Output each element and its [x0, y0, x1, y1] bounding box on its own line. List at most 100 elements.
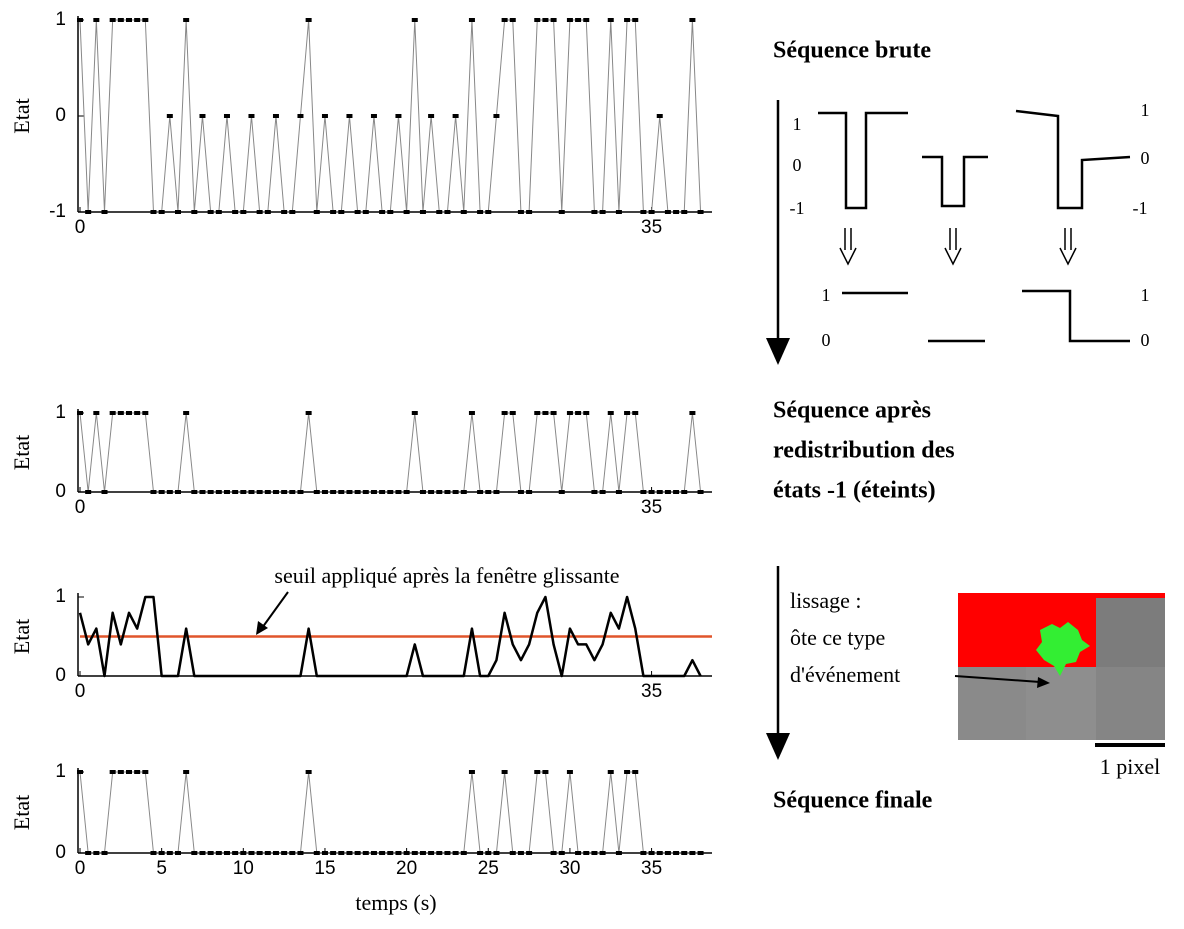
data-point — [370, 490, 377, 494]
data-point — [526, 490, 533, 494]
example-step — [1022, 289, 1130, 343]
data-point — [468, 770, 475, 774]
data-point — [452, 114, 459, 118]
data-point — [281, 851, 288, 855]
data-point — [640, 210, 647, 214]
data-point — [664, 210, 671, 214]
data-point — [517, 490, 524, 494]
data-point — [125, 770, 132, 774]
data-point — [297, 490, 304, 494]
data-point — [624, 411, 631, 415]
data-point — [370, 851, 377, 855]
data-point — [215, 490, 222, 494]
data-point — [436, 851, 443, 855]
y-axis-label: Etat — [9, 435, 34, 470]
data-point — [566, 18, 573, 22]
arrow-head — [1037, 677, 1050, 688]
data-point — [403, 490, 410, 494]
arrow-head — [766, 733, 790, 760]
data-point — [174, 210, 181, 214]
data-point — [624, 18, 631, 22]
data-point — [321, 114, 328, 118]
data-point — [330, 490, 337, 494]
data-point — [379, 210, 386, 214]
data-point — [362, 210, 369, 214]
data-point — [77, 18, 83, 22]
data-point — [575, 18, 582, 22]
data-point — [485, 490, 492, 494]
data-point — [289, 851, 296, 855]
data-point — [640, 851, 647, 855]
data-point — [656, 114, 663, 118]
data-point — [77, 411, 83, 415]
data-point — [689, 18, 696, 22]
data-point — [93, 851, 100, 855]
x-tick-label: 10 — [233, 858, 254, 879]
data-point — [232, 210, 239, 214]
data-point — [681, 490, 688, 494]
data-point — [501, 18, 508, 22]
x-tick-label: 15 — [314, 858, 335, 879]
data-point — [509, 851, 516, 855]
x-tick-label: 0 — [75, 497, 86, 518]
example-label: -1 — [790, 198, 805, 218]
data-point — [395, 114, 402, 118]
y-tick-label: 0 — [55, 665, 66, 686]
arrow-head — [256, 621, 268, 635]
data-point — [174, 851, 181, 855]
data-point — [542, 18, 549, 22]
x-tick-label: 35 — [641, 858, 662, 879]
data-point — [305, 411, 312, 415]
data-point — [411, 411, 418, 415]
y-tick-label: 1 — [55, 586, 66, 607]
data-point — [264, 851, 271, 855]
data-point — [460, 851, 467, 855]
data-point — [240, 490, 247, 494]
example-label: 0 — [1141, 330, 1150, 350]
data-point — [330, 851, 337, 855]
y-tick-label: 0 — [55, 481, 66, 502]
data-point — [517, 851, 524, 855]
data-point — [362, 851, 369, 855]
panel-title: redistribution des — [773, 438, 955, 464]
data-point — [330, 210, 337, 214]
data-point — [591, 210, 598, 214]
example-label: 1 — [793, 114, 802, 134]
note: ôte ce type — [790, 625, 885, 650]
data-point — [501, 411, 508, 415]
data-point — [313, 490, 320, 494]
data-point — [134, 411, 141, 415]
data-point — [134, 770, 141, 774]
data-point — [591, 851, 598, 855]
panel-title: Séquence après — [773, 398, 931, 424]
data-point — [599, 851, 606, 855]
data-point — [256, 210, 263, 214]
example-step — [818, 111, 908, 210]
data-point — [109, 411, 116, 415]
example-label: 0 — [793, 155, 802, 175]
data-point — [281, 210, 288, 214]
panel-title: Séquence finale — [773, 788, 933, 814]
data-point — [264, 210, 271, 214]
example-label: 1 — [822, 285, 831, 305]
data-point — [183, 18, 190, 22]
data-point — [428, 490, 435, 494]
data-point — [444, 851, 451, 855]
annotation-pointer — [261, 591, 289, 629]
data-point — [419, 851, 426, 855]
data-point — [199, 114, 206, 118]
data-point — [289, 490, 296, 494]
data-point — [305, 770, 312, 774]
data-point — [436, 490, 443, 494]
data-point — [199, 490, 206, 494]
data-point — [656, 851, 663, 855]
pixel-image — [958, 593, 1165, 740]
data-point — [232, 851, 239, 855]
data-point — [477, 851, 484, 855]
data-point — [305, 18, 312, 22]
data-point — [297, 851, 304, 855]
data-line — [79, 19, 702, 213]
data-point — [419, 210, 426, 214]
data-point — [183, 411, 190, 415]
data-point — [264, 490, 271, 494]
